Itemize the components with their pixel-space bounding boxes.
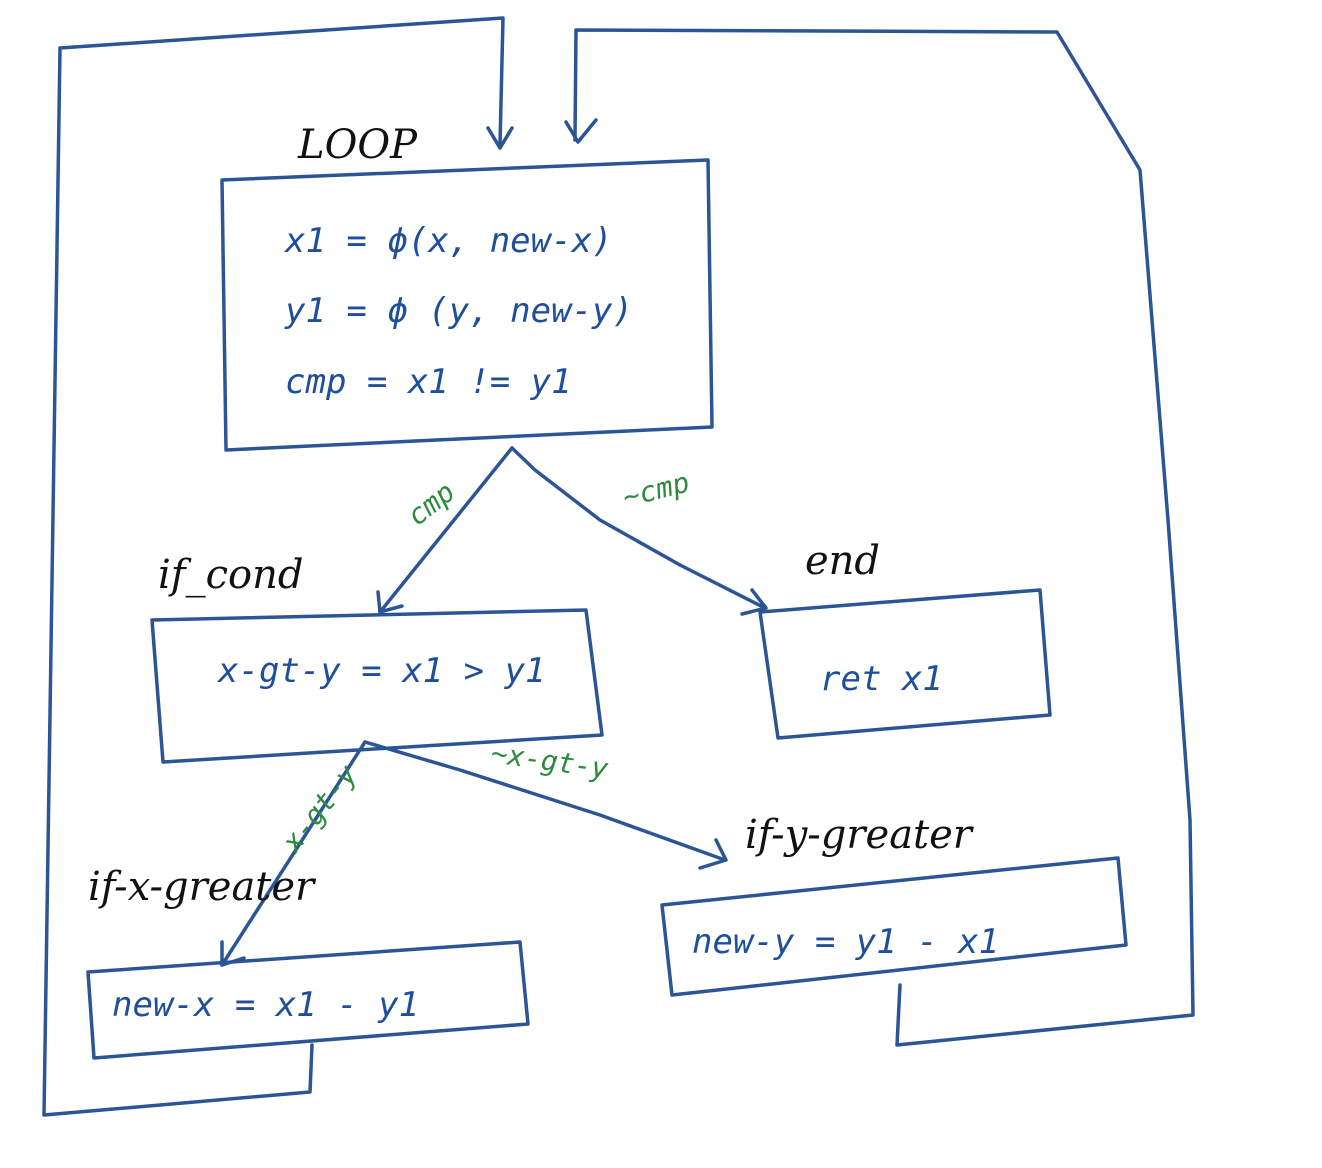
edge-label-not-cmp: ~cmp xyxy=(619,466,692,514)
back-edge-right-arrowhead xyxy=(564,118,598,144)
block-if-x-greater-box xyxy=(86,940,530,1060)
edge-if-cond-to-if-y-greater xyxy=(363,740,727,862)
block-if-y-greater-label: if-y-greater xyxy=(745,812,975,858)
block-if-y-greater: if-y-greater new-y = y1 - x1 xyxy=(660,812,1128,997)
block-loop-line-1: x1 = ϕ(x, new-x) xyxy=(283,221,613,261)
back-edge-left-arrowhead xyxy=(486,126,514,150)
edge-label-x-gt-y: x-gt-y xyxy=(275,758,364,859)
back-edge-if-y-greater-to-loop xyxy=(573,28,1195,1047)
block-if-cond-label: if_cond xyxy=(158,552,303,598)
edge-loop-to-end xyxy=(510,446,767,610)
block-if-x-greater: if-x-greater new-x = x1 - y1 xyxy=(86,864,530,1060)
edge-loop-to-if-cond-arrowhead xyxy=(376,590,404,614)
block-if-y-greater-line-1: new-y = y1 - x1 xyxy=(692,922,999,962)
block-end-line-1: ret x1 xyxy=(820,659,943,699)
block-loop-line-2: y1 = ϕ (y, new-y) xyxy=(284,291,633,331)
edge-loop-to-if-cond xyxy=(378,446,514,614)
edge-if-cond-to-if-y-greater-arrowhead xyxy=(698,838,728,870)
block-loop-line-3: cmp = x1 != y1 xyxy=(285,362,572,402)
edge-loop-to-end-arrowhead xyxy=(740,588,768,616)
block-if-x-greater-label: if-x-greater xyxy=(88,864,317,910)
block-end-box xyxy=(758,588,1052,740)
edge-label-not-x-gt-y: ~x-gt-y xyxy=(489,736,611,785)
block-end-label: end xyxy=(805,538,880,584)
block-loop-label: LOOP xyxy=(297,122,418,168)
block-loop: LOOP x1 = ϕ(x, new-x) y1 = ϕ (y, new-y) … xyxy=(220,122,714,452)
block-end: end ret x1 xyxy=(758,538,1052,740)
back-edge-if-x-greater-to-loop xyxy=(42,16,505,1117)
block-if-cond-line-1: x-gt-y = x1 > y1 xyxy=(216,651,546,691)
edge-if-cond-to-if-x-greater xyxy=(220,740,367,967)
block-if-x-greater-line-1: new-x = x1 - y1 xyxy=(112,985,419,1025)
block-if-cond: if_cond x-gt-y = x1 > y1 xyxy=(150,552,604,764)
block-if-cond-box xyxy=(150,608,604,764)
block-loop-box xyxy=(220,158,714,452)
block-if-y-greater-box xyxy=(660,856,1128,997)
